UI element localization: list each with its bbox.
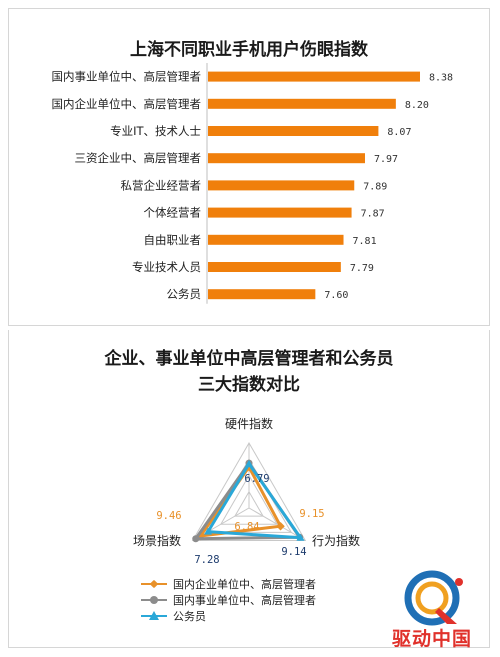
radar-legend: 国内企业单位中、高层管理者 国内事业单位中、高层管理者 公务员 — [141, 576, 316, 624]
radar-point — [245, 459, 253, 467]
radar-value-label: 7.28 — [194, 554, 219, 566]
radar-axis-label: 场景指数 — [133, 533, 181, 548]
bar-category-label: 专业技术人员 — [132, 260, 201, 274]
legend-swatch-institution — [141, 595, 167, 605]
qudong-logo: 驱动中国 — [377, 568, 487, 650]
radar-value-label: 9.46 — [156, 510, 181, 522]
bar-category-label: 专业IT、技术人士 — [110, 124, 201, 138]
legend-item-enterprise: 国内企业单位中、高层管理者 — [141, 576, 316, 592]
radar-chart-title-line-1: 企业、事业单位中高层管理者和公务员 — [104, 349, 394, 369]
radar-grid-ring — [234, 490, 264, 517]
legend-swatch-civil-servant — [141, 611, 167, 621]
bar — [208, 98, 396, 109]
bar-value-label: 7.97 — [374, 154, 398, 165]
bar — [208, 262, 341, 272]
radar-series-line — [205, 461, 304, 540]
bar-value-label: 7.87 — [361, 209, 385, 220]
bar-category-label: 自由职业者 — [144, 233, 202, 247]
bar — [208, 289, 316, 300]
bar-value-label: 8.38 — [429, 73, 453, 84]
qudong-logo-icon — [404, 570, 463, 626]
bar-value-label: 8.07 — [387, 127, 411, 138]
legend-item-civil-servant: 公务员 — [141, 608, 316, 624]
radar-grid-ring — [219, 474, 279, 525]
legend-label-institution: 国内事业单位中、高层管理者 — [173, 594, 316, 607]
bar-category-label: 私营企业经营者 — [121, 178, 202, 192]
bar-category-label: 公务员 — [167, 287, 202, 301]
qudong-logo-text: 驱动中国 — [391, 628, 472, 650]
radar-value-label: 9.15 — [299, 508, 324, 520]
legend-item-institution: 国内事业单位中、高层管理者 — [141, 592, 316, 608]
bar — [208, 234, 344, 245]
radar-point — [296, 533, 305, 541]
radar-value-label: 6.84 — [234, 521, 259, 533]
bar-chart-panel: 上海不同职业手机用户伤眼指数 国内事业单位中、高层管理者 8.38 国内企业单位中、… — [8, 8, 490, 326]
radar-chart-title-line-2: 三大指数对比 — [198, 375, 300, 395]
bar-category-label: 三资企业中、高层管理者 — [75, 151, 202, 165]
legend-label-civil-servant: 公务员 — [173, 610, 206, 623]
bar — [208, 71, 420, 82]
bar-category-label: 个体经营者 — [144, 206, 202, 220]
legend-swatch-enterprise — [141, 579, 167, 589]
bar-chart-title: 上海不同职业手机用户伤眼指数 — [130, 40, 368, 60]
bar-value-label: 8.20 — [405, 100, 429, 111]
radar-chart-panel: 企业、事业单位中高层管理者和公务员 三大指数对比 硬件指数行为指数 场景指数 6.7… — [8, 330, 490, 650]
radar-value-label: 9.14 — [281, 546, 306, 558]
radar-spoke — [248, 507, 306, 541]
bar-category-label: 国内事业单位中、高层管理者 — [52, 70, 202, 84]
bar — [208, 180, 355, 191]
radar-point — [276, 521, 285, 531]
bar-category-label: 国内企业单位中、高层管理者 — [52, 97, 202, 111]
bar — [208, 126, 379, 136]
radar-axis-label: 行为指数 — [312, 533, 360, 548]
bar — [208, 207, 352, 218]
radar-value-label: 6.79 — [244, 473, 269, 485]
radar-grid-ring — [191, 442, 307, 541]
radar-point — [204, 527, 213, 535]
bar-value-label: 7.81 — [353, 236, 377, 247]
legend-label-enterprise: 国内企业单位中、高层管理者 — [173, 578, 316, 591]
radar-point — [192, 535, 200, 543]
bar-value-label: 7.89 — [363, 181, 387, 192]
bar-chart-svg: 国内事业单位中、高层管理者 8.38 国内企业单位中、高层管理者 8.20 专业IT、技… — [52, 63, 453, 304]
bar-value-label: 7.79 — [350, 263, 374, 274]
bar — [208, 153, 365, 164]
bar-value-label: 7.60 — [324, 290, 348, 301]
radar-axis-label: 硬件指数 — [225, 416, 273, 431]
